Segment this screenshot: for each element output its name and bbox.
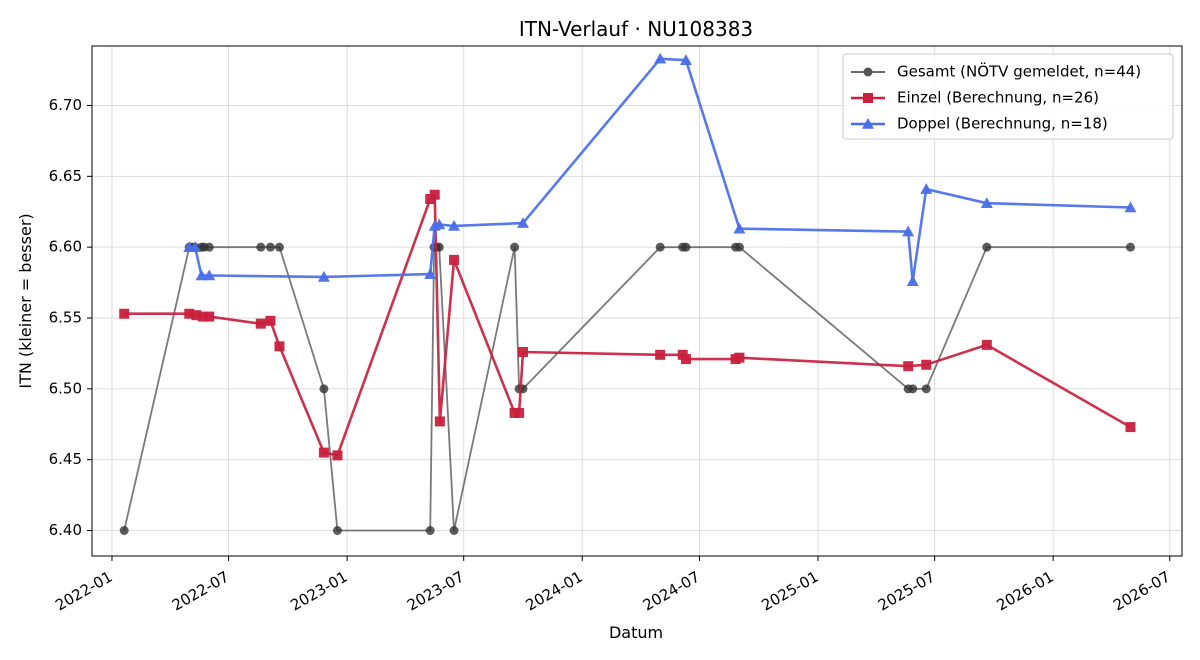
data-point-doppel [195,269,208,281]
data-point-gesamt [274,242,284,252]
y-tick-label: 6.40 [49,521,82,539]
data-point-einzel [184,308,195,319]
legend-label-einzel: Einzel (Berechnung, n=26) [897,89,1099,107]
data-point-gesamt [332,526,342,535]
data-point-einzel [655,349,666,360]
y-tick-label: 6.65 [49,167,82,185]
data-point-gesamt [1125,242,1135,252]
data-point-einzel [265,315,276,326]
data-point-doppel [980,197,993,209]
data-point-doppel [906,275,919,286]
legend-marker-einzel [863,93,873,103]
data-point-gesamt [734,242,744,252]
y-tick-label: 6.60 [49,238,82,256]
data-point-einzel [1125,422,1136,433]
data-point-gesamt [204,242,214,252]
series-layer [119,52,1137,535]
data-point-gesamt [265,242,275,252]
data-point-einzel [734,352,745,363]
y-tick-label: 6.55 [49,309,82,327]
data-point-gesamt [908,384,918,394]
legend-entry-einzel: Einzel (Berechnung, n=26) [851,89,1099,107]
data-point-doppel [189,241,202,252]
legend-label-doppel: Doppel (Berechnung, n=18) [897,115,1108,133]
data-point-einzel [680,354,691,365]
legend-entries: Gesamt (NÖTV gemeldet, n=44) Einzel (Bere… [851,62,1141,133]
y-axis: 6.40 6.45 6.50 6.55 6.60 6.65 6.70 [49,96,92,539]
data-point-doppel [920,183,933,194]
series-doppel [183,52,1137,286]
data-point-gesamt [655,242,665,252]
y-axis-label: ITN (kleiner = besser) [16,213,35,388]
plot-frame [91,45,1183,557]
data-point-doppel [317,270,330,282]
y-tick-label: 6.70 [49,96,82,114]
data-point-gesamt [319,384,329,394]
legend-entry-gesamt: Gesamt (NÖTV gemeldet, n=44) [851,62,1141,81]
series-einzel [119,189,1136,461]
data-point-einzel [429,189,440,200]
data-point-gesamt [119,526,129,535]
chart-title: ITN-Verlauf · NU108383 [519,17,753,41]
x-axis-label: Datum [609,623,663,642]
data-point-gesamt [681,242,691,252]
y-tick-label: 6.45 [49,450,82,468]
data-point-einzel [449,254,460,265]
data-point-einzel [921,359,932,370]
data-point-gesamt [256,242,266,252]
data-point-einzel [981,339,992,350]
data-point-einzel [274,341,285,352]
data-point-einzel [204,311,215,322]
data-point-doppel [448,219,461,231]
legend-box [842,53,1174,140]
data-point-einzel [434,416,445,427]
legend-entry-doppel: Doppel (Berechnung, n=18) [851,115,1108,133]
data-point-einzel [903,361,914,372]
data-point-gesamt [921,384,931,394]
data-point-gesamt [510,242,520,252]
data-point-doppel [902,225,915,237]
data-point-doppel [733,222,746,234]
data-point-doppel [424,268,437,279]
data-point-gesamt [449,526,459,535]
data-point-einzel [119,308,130,319]
data-point-doppel [433,218,446,230]
data-point-einzel [197,311,208,322]
data-point-gesamt [982,242,992,252]
data-point-einzel [191,310,202,321]
data-point-einzel [332,450,343,461]
legend: Gesamt (NÖTV gemeldet, n=44) Einzel (Bere… [842,53,1174,140]
data-point-einzel [318,447,329,458]
data-point-doppel [516,217,529,228]
data-point-doppel [1124,201,1137,213]
data-point-doppel [654,52,667,64]
y-tick-label: 6.50 [49,379,82,397]
legend-marker-gesamt [863,67,873,77]
data-point-einzel [514,407,525,418]
legend-label-gesamt: Gesamt (NÖTV gemeldet, n=44) [897,62,1141,81]
data-point-gesamt [425,526,435,535]
data-point-einzel [517,347,528,357]
data-point-einzel [255,318,266,329]
data-point-doppel [679,54,692,65]
data-point-doppel [203,269,216,281]
legend-marker-doppel [862,118,874,129]
